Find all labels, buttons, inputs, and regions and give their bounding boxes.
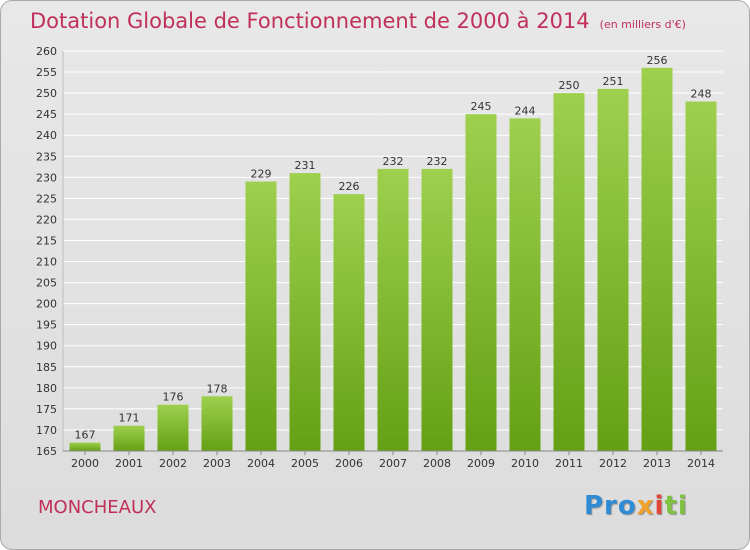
y-tick-label: 225 <box>36 192 57 205</box>
y-tick-label: 200 <box>36 298 57 311</box>
bar <box>377 168 409 452</box>
y-tick-label: 245 <box>36 108 57 121</box>
proxiti-logo[interactable]: Proxiti <box>584 491 688 521</box>
logo-part-3: i <box>654 491 665 521</box>
y-tick-label: 205 <box>36 277 57 290</box>
y-tick-label: 240 <box>36 129 57 142</box>
data-label: 226 <box>339 180 360 193</box>
x-tick-label: 2008 <box>423 457 451 470</box>
x-tick-label: 2000 <box>71 457 99 470</box>
y-tick-label: 175 <box>36 403 57 416</box>
y-tick-label: 180 <box>36 382 57 395</box>
logo-part-4: ti <box>664 491 688 521</box>
data-label: 244 <box>515 104 536 117</box>
data-labels: 167 171 176 178 229 231 226 232 232 245 244 250 251 2… <box>75 54 712 442</box>
logo-part-1: Pro <box>584 491 637 521</box>
chart-title-text: Dotation Globale de Fonctionnement de 20… <box>30 9 590 33</box>
y-tick-label: 250 <box>36 87 57 100</box>
bar <box>201 396 233 451</box>
y-tick-label: 185 <box>36 361 57 374</box>
location-name: MONCHEAUX <box>38 497 157 518</box>
data-label: 231 <box>295 159 316 172</box>
logo-part-2: x <box>636 491 655 521</box>
bar <box>289 173 321 451</box>
x-tick-label: 2006 <box>335 457 363 470</box>
x-tick-label: 2014 <box>687 457 715 470</box>
y-tick-label: 220 <box>36 213 57 226</box>
data-label: 176 <box>163 391 184 404</box>
x-tick-label: 2009 <box>467 457 495 470</box>
y-tick-label: 210 <box>36 256 57 269</box>
x-axis-ticks: 2000 2001 2002 2003 2004 2005 2006 2007 2008 2009… <box>63 450 723 470</box>
y-tick-label: 190 <box>36 340 57 353</box>
x-tick-label: 2012 <box>599 457 627 470</box>
x-tick-label: 2001 <box>115 457 143 470</box>
bar <box>333 194 365 451</box>
x-tick-label: 2002 <box>159 457 187 470</box>
data-label: 250 <box>559 79 580 92</box>
x-tick-label: 2004 <box>247 457 275 470</box>
bar <box>421 168 453 452</box>
y-tick-label: 165 <box>36 445 57 458</box>
x-tick-label: 2013 <box>643 457 671 470</box>
bar <box>553 93 585 452</box>
data-label: 229 <box>251 168 272 181</box>
bar <box>465 114 497 451</box>
bar <box>685 101 717 452</box>
y-tick-label: 170 <box>36 424 57 437</box>
bar <box>597 88 629 451</box>
data-label: 248 <box>691 88 712 101</box>
bar-chart: 165 170 175 180 185 190 195 200 205 210 215 220 225 2… <box>36 45 723 470</box>
data-label: 251 <box>603 75 624 88</box>
data-label: 171 <box>119 412 140 425</box>
x-tick-label: 2010 <box>511 457 539 470</box>
y-tick-label: 215 <box>36 234 57 247</box>
y-axis-ticks: 165 170 175 180 185 190 195 200 205 210 215 220 225 2… <box>36 45 57 458</box>
data-label: 167 <box>75 429 96 442</box>
bar <box>113 425 145 451</box>
data-label: 178 <box>207 382 228 395</box>
x-tick-label: 2003 <box>203 457 231 470</box>
data-label: 245 <box>471 100 492 113</box>
data-label: 232 <box>383 155 404 168</box>
bars <box>69 67 717 452</box>
bar <box>69 442 101 451</box>
bar <box>509 118 541 452</box>
bar <box>245 181 277 452</box>
y-tick-label: 230 <box>36 171 57 184</box>
bar <box>157 404 189 451</box>
y-tick-label: 255 <box>36 66 57 79</box>
y-tick-label: 260 <box>36 45 57 58</box>
data-label: 232 <box>427 155 448 168</box>
x-tick-label: 2005 <box>291 457 319 470</box>
bar <box>641 67 673 451</box>
x-tick-label: 2011 <box>555 457 583 470</box>
y-tick-label: 235 <box>36 150 57 163</box>
data-label: 256 <box>647 54 668 67</box>
y-tick-label: 195 <box>36 319 57 332</box>
unit-note: (en milliers d'€) <box>599 18 686 31</box>
chart-title: Dotation Globale de Fonctionnement de 20… <box>30 9 686 33</box>
x-tick-label: 2007 <box>379 457 407 470</box>
